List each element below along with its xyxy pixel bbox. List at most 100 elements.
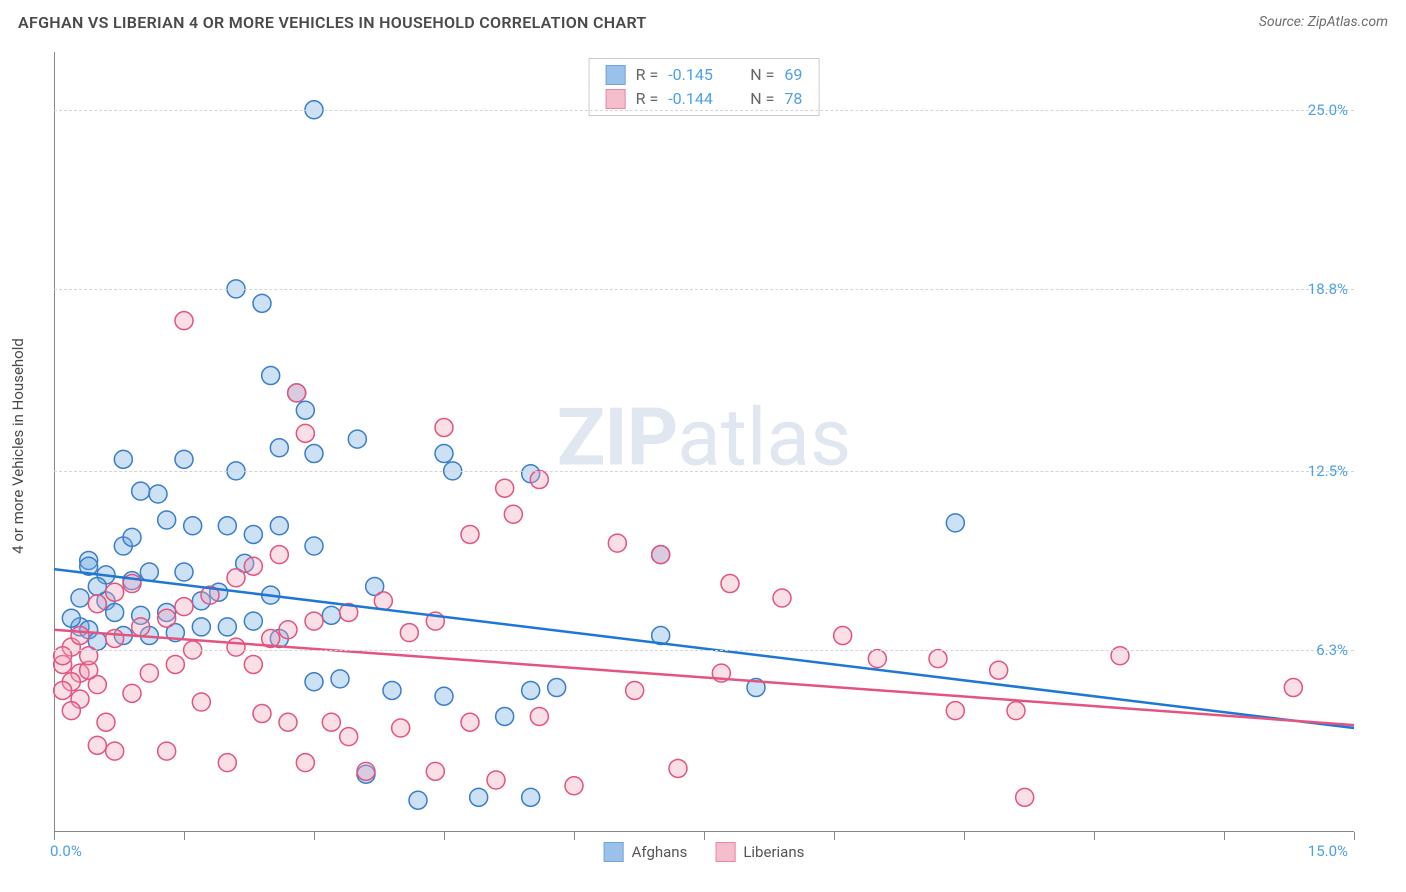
data-point [192, 693, 210, 711]
x-tick [54, 832, 55, 840]
data-point [149, 485, 167, 503]
data-point [530, 471, 548, 489]
data-point [548, 679, 566, 697]
data-point [227, 569, 245, 587]
data-point [322, 606, 340, 624]
y-tick-label: 18.8% [1308, 280, 1348, 298]
gridline [54, 650, 1354, 651]
data-point [88, 577, 106, 595]
data-point [296, 401, 314, 419]
data-point [435, 687, 453, 705]
data-point [106, 629, 124, 647]
data-point [496, 479, 514, 497]
data-point [88, 595, 106, 613]
data-point [331, 670, 349, 688]
data-point [522, 681, 540, 699]
data-point [132, 482, 150, 500]
data-point [357, 762, 375, 780]
data-point [54, 681, 72, 699]
data-point [348, 430, 366, 448]
scatter-svg [54, 52, 1354, 832]
data-point [652, 546, 670, 564]
data-point [88, 736, 106, 754]
data-point [244, 525, 262, 543]
data-point [227, 638, 245, 656]
legend-swatch [715, 842, 735, 862]
data-point [305, 445, 323, 463]
stat-r-value: -0.145 [668, 63, 728, 87]
data-point [218, 618, 236, 636]
x-tick [314, 832, 315, 840]
x-tick [1094, 832, 1095, 840]
data-point [123, 528, 141, 546]
data-point [106, 603, 124, 621]
data-point [400, 624, 418, 642]
y-axis-title: 4 or more Vehicles in Household [9, 338, 27, 554]
data-point [565, 777, 583, 795]
header: AFGHAN VS LIBERIAN 4 OR MORE VEHICLES IN… [0, 0, 1406, 44]
data-point [530, 707, 548, 725]
data-point [383, 681, 401, 699]
y-tick-label: 6.3% [1316, 641, 1348, 659]
data-point [435, 445, 453, 463]
data-point [305, 673, 323, 691]
legend-item: Afghans [604, 842, 688, 862]
data-point [106, 583, 124, 601]
data-point [270, 439, 288, 457]
data-point [158, 609, 176, 627]
data-point [834, 627, 852, 645]
data-point [929, 650, 947, 668]
data-point [175, 563, 193, 581]
data-point [166, 655, 184, 673]
data-point [426, 762, 444, 780]
source-name: ZipAtlas.com [1308, 14, 1388, 30]
data-point [175, 598, 193, 616]
stats-legend-box: R = -0.145N = 69R = -0.144N = 78 [589, 58, 820, 116]
data-point [322, 713, 340, 731]
stats-row: R = -0.144N = 78 [606, 87, 803, 111]
data-point [990, 661, 1008, 679]
trend-line [54, 569, 1354, 728]
stat-r-value: -0.144 [668, 87, 728, 111]
data-point [487, 771, 505, 789]
data-point [106, 742, 124, 760]
data-point [244, 557, 262, 575]
y-tick-label: 25.0% [1308, 101, 1348, 119]
x-tick [574, 832, 575, 840]
data-point [140, 563, 158, 581]
data-point [522, 788, 540, 806]
data-point [184, 517, 202, 535]
data-point [296, 754, 314, 772]
gridline [54, 289, 1354, 290]
x-axis-max-label: 15.0% [1308, 842, 1348, 860]
x-tick [444, 832, 445, 840]
stat-r-label: R = [636, 63, 659, 87]
data-point [262, 367, 280, 385]
x-tick [184, 832, 185, 840]
data-point [626, 681, 644, 699]
legend-label: Liberians [743, 843, 804, 861]
data-point [496, 707, 514, 725]
data-point [608, 534, 626, 552]
x-tick [964, 832, 965, 840]
stat-r-label: R = [636, 87, 659, 111]
data-point [71, 589, 89, 607]
legend-swatch [606, 65, 626, 85]
data-point [773, 589, 791, 607]
data-point [175, 312, 193, 330]
data-point [435, 419, 453, 437]
data-point [305, 537, 323, 555]
data-point [305, 612, 323, 630]
data-point [123, 684, 141, 702]
data-point [175, 450, 193, 468]
data-point [244, 612, 262, 630]
legend-swatch [606, 89, 626, 109]
chart-title: AFGHAN VS LIBERIAN 4 OR MORE VEHICLES IN… [18, 13, 647, 32]
bottom-legend: Afghans Liberians [604, 842, 805, 862]
data-point [946, 514, 964, 532]
data-point [132, 618, 150, 636]
data-point [244, 655, 262, 673]
data-point [721, 575, 739, 593]
gridline [54, 110, 1354, 111]
data-point [946, 702, 964, 720]
